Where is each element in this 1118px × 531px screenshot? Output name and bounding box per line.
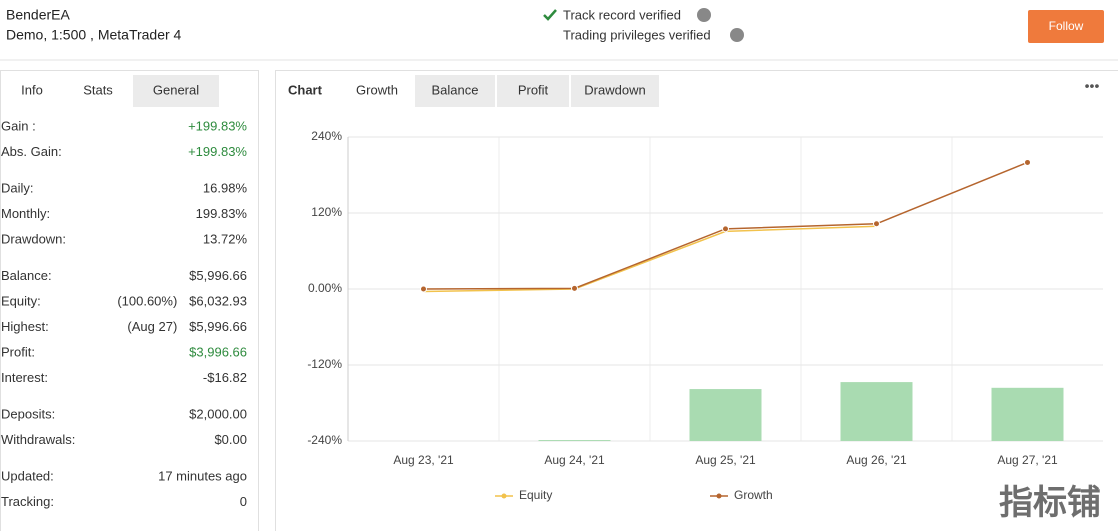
stat-value: +199.83% xyxy=(188,118,247,133)
stat-value: $2,000.00 xyxy=(189,406,247,421)
stat-label: Tracking: xyxy=(1,494,54,509)
stat-value: -$16.82 xyxy=(203,370,247,385)
tab-label: General xyxy=(153,82,199,97)
tab-label: Info xyxy=(21,82,43,97)
x-tick-label: Aug 27, '21 xyxy=(997,453,1058,467)
bar xyxy=(840,382,913,441)
stat-label: Monthly: xyxy=(1,206,50,221)
stat-label: Gain : xyxy=(1,118,36,133)
stat-note: (100.60%) xyxy=(117,293,177,308)
tab[interactable] xyxy=(497,75,569,107)
watermark: 指标铺 xyxy=(999,484,1101,522)
series-line xyxy=(423,225,877,293)
stat-value: 16.98% xyxy=(203,180,248,195)
bar xyxy=(689,389,762,441)
stat-label: Interest: xyxy=(1,370,48,385)
bar xyxy=(538,440,611,441)
stat-value: 199.83% xyxy=(196,206,248,221)
tab-label: Balance xyxy=(432,82,479,97)
legend-dot xyxy=(501,493,507,499)
tab-label: Growth xyxy=(356,82,398,97)
stat-label: Profit: xyxy=(1,344,35,359)
stat-label: Equity: xyxy=(1,293,41,308)
menu-dots[interactable]: ••• xyxy=(1085,78,1100,94)
tab[interactable] xyxy=(63,75,133,107)
stat-value: +199.83% xyxy=(188,144,247,159)
y-tick-label: 120% xyxy=(311,205,342,219)
follow-button[interactable] xyxy=(1028,10,1104,43)
account-name: BenderEA xyxy=(6,7,70,23)
tab-label: Profit xyxy=(518,82,549,97)
legend-label[interactable]: Equity xyxy=(519,488,552,502)
tab-label: Drawdown xyxy=(584,82,645,97)
series-point xyxy=(1024,158,1031,166)
tab[interactable] xyxy=(415,75,495,107)
bar xyxy=(991,387,1064,441)
stat-label: Highest: xyxy=(1,319,49,334)
series-point xyxy=(420,285,427,293)
chart-panel xyxy=(275,70,1118,531)
stat-label: Drawdown: xyxy=(1,231,66,246)
y-tick-label: -240% xyxy=(307,433,342,447)
stat-value: $6,032.93 xyxy=(189,293,247,308)
stat-value: $0.00 xyxy=(214,432,247,447)
series-point xyxy=(873,220,880,228)
tab[interactable] xyxy=(341,75,413,107)
tab[interactable] xyxy=(571,75,659,107)
tab[interactable] xyxy=(133,75,219,107)
y-tick-label: 0.00% xyxy=(308,281,342,295)
x-tick-label: Aug 24, '21 xyxy=(544,453,605,467)
check-icon xyxy=(543,9,557,21)
stat-value: $3,996.66 xyxy=(189,344,247,359)
stat-label: Withdrawals: xyxy=(1,432,75,447)
stat-value: 17 minutes ago xyxy=(158,468,247,483)
verification: Track record verified xyxy=(563,7,681,22)
legend-label[interactable]: Growth xyxy=(734,488,773,502)
chart-label: Chart xyxy=(288,82,323,97)
verification: Trading privileges verified xyxy=(563,27,711,42)
x-tick-label: Aug 23, '21 xyxy=(393,453,454,467)
legend-dot xyxy=(716,493,722,499)
series-point xyxy=(571,284,578,292)
stat-label: Abs. Gain: xyxy=(1,144,62,159)
left-panel xyxy=(0,70,259,531)
stat-note: (Aug 27) xyxy=(127,319,177,334)
info-icon[interactable] xyxy=(697,8,711,22)
stat-value: $5,996.66 xyxy=(189,319,247,334)
y-tick-label: -120% xyxy=(307,357,342,371)
stat-value: 13.72% xyxy=(203,231,248,246)
account-details: Demo, 1:500 , MetaTrader 4 xyxy=(6,27,182,43)
x-tick-label: Aug 26, '21 xyxy=(846,453,907,467)
stat-value: 0 xyxy=(240,494,247,509)
stat-value: $5,996.66 xyxy=(189,268,247,283)
x-tick-label: Aug 25, '21 xyxy=(695,453,756,467)
info-icon[interactable] xyxy=(730,28,744,42)
tab-label: Stats xyxy=(83,82,113,97)
button-label: Follow xyxy=(1049,19,1084,33)
stat-label: Deposits: xyxy=(1,406,55,421)
stat-label: Updated: xyxy=(1,468,54,483)
stat-label: Daily: xyxy=(1,180,34,195)
tab[interactable] xyxy=(1,75,63,107)
series-point xyxy=(722,225,729,233)
y-tick-label: 240% xyxy=(311,129,342,143)
stat-label: Balance: xyxy=(1,268,52,283)
